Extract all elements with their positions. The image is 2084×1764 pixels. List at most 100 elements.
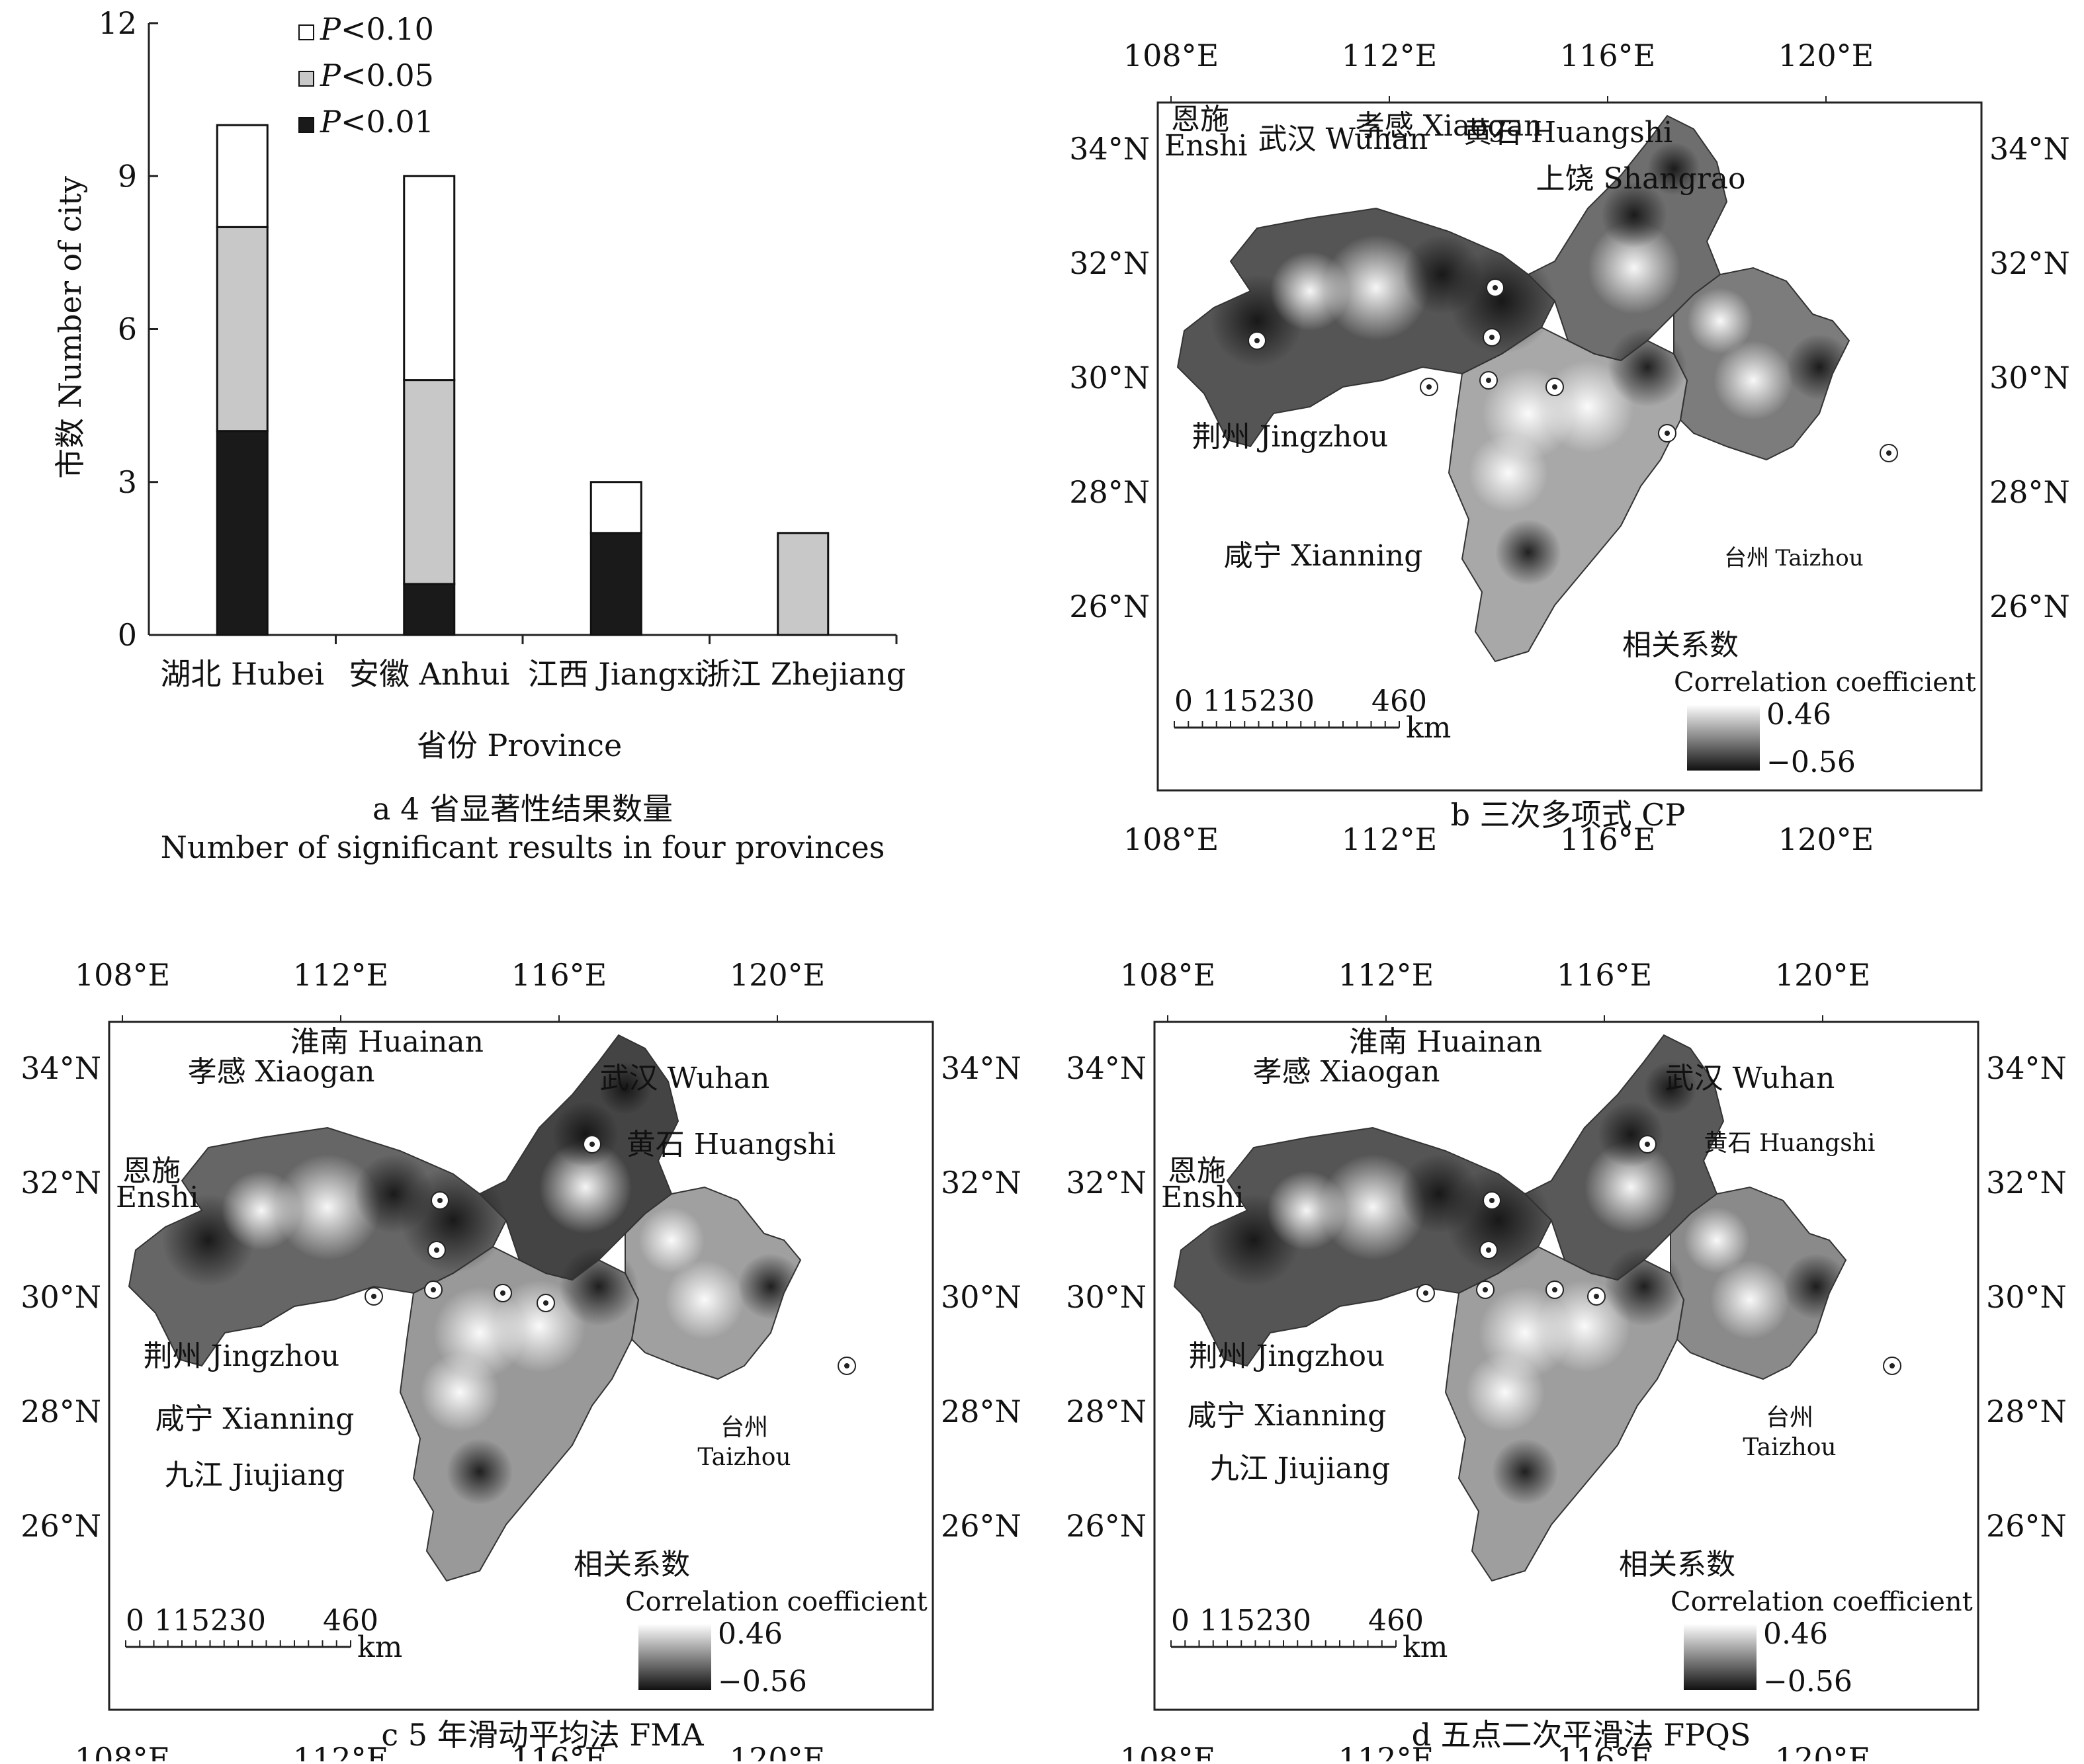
legend-swatch: [298, 71, 314, 87]
city-marker: [1880, 444, 1898, 462]
bar-segment: [403, 175, 456, 382]
city-label: 武汉 Wuhan: [1258, 122, 1428, 156]
colorbar: [1684, 1624, 1757, 1690]
province-border: [399, 1245, 640, 1582]
panel-c-caption: c 5 年滑动平均法 FMA: [381, 1717, 704, 1753]
lat-tick-label-right: 26°N: [941, 1508, 1021, 1544]
legend-title: 相关系数: [1619, 1548, 1735, 1581]
lon-tick-label-top: 108°E: [75, 957, 170, 993]
legend-max: 0.46: [718, 1617, 783, 1651]
legend-title: 相关系数: [1622, 628, 1739, 662]
city-label: Enshi: [1164, 129, 1247, 163]
heat-blob: [665, 1260, 744, 1339]
lon-tick-label-bottom: 108°E: [1123, 821, 1219, 857]
province-border: [1673, 267, 1850, 461]
heat-blobs: [1207, 1062, 1846, 1505]
scale-label: 115: [1203, 685, 1258, 718]
heat-blob: [1541, 360, 1634, 453]
lon-tick-label-bottom: 120°E: [1778, 821, 1874, 857]
lon-tick-label-top: 108°E: [1120, 957, 1215, 993]
lon-tick-label-top: 116°E: [1557, 957, 1652, 993]
x-tick-label: 浙江 Zhejiang: [700, 656, 906, 692]
city-label: 武汉 Wuhan: [600, 1062, 770, 1095]
heat-blobs: [162, 1062, 801, 1505]
scale-label: 230: [1256, 1604, 1311, 1638]
lat-tick-label-left: 28°N: [1066, 1394, 1147, 1429]
city-label: 荆州 Jingzhou: [144, 1339, 340, 1373]
panel-d-caption: d 五点二次平滑法 FPQS: [1411, 1717, 1751, 1753]
province-border: [1448, 326, 1688, 663]
bar-segment: [216, 124, 269, 228]
city-label: 孝感 Xiaogan: [188, 1055, 375, 1089]
legend-title: 相关系数: [574, 1548, 690, 1581]
city-label: 荆州 Jingzhou: [1192, 420, 1389, 454]
lon-tick-label-bottom: 112°E: [1342, 821, 1437, 857]
city-marker: [1479, 371, 1498, 390]
lon-tick-label-bottom: 108°E: [75, 1741, 170, 1761]
y-tick-label: 0: [118, 617, 137, 653]
lat-tick-label-left: 26°N: [21, 1508, 101, 1544]
city-marker: [424, 1281, 443, 1299]
city-marker: [1479, 1241, 1498, 1259]
heat-blob: [599, 1062, 652, 1114]
city-label: 孝感 Xiaogan: [1356, 109, 1543, 143]
lat-tick-label-left: 28°N: [21, 1394, 101, 1429]
city-marker: [1420, 378, 1438, 396]
panel-b-caption: b 三次多项式 CP: [1450, 797, 1686, 833]
legend-entry: P<0.05: [298, 58, 434, 93]
lat-tick-label-right: 30°N: [1986, 1279, 2067, 1315]
lat-tick-label-right: 26°N: [1989, 589, 2070, 624]
scale-label: 230: [210, 1604, 266, 1638]
heat-blob: [420, 1353, 499, 1432]
lon-tick-label-top: 108°E: [1123, 38, 1219, 73]
city-label: 淮南 Huainan: [290, 1025, 484, 1059]
y-tick-label: 6: [118, 312, 137, 347]
city-label: 台州: [1724, 545, 1769, 571]
city-label: 黄石 Huangshi: [627, 1128, 836, 1161]
lat-tick-label-right: 30°N: [941, 1279, 1021, 1315]
city-label: 恩施: [122, 1154, 181, 1188]
legend-title-en: Correlation coefficient: [1671, 1587, 1973, 1617]
lon-tick-label-bottom: 116°E: [1557, 1741, 1652, 1761]
heat-blob: [1598, 1101, 1664, 1167]
scale-unit: km: [1406, 711, 1451, 745]
scale-label: 460: [1371, 685, 1427, 718]
lat-tick-label-right: 34°N: [1986, 1050, 2067, 1086]
lat-tick-label-right: 34°N: [1989, 131, 2070, 167]
heat-blob: [1604, 1247, 1684, 1326]
x-tick-label: 湖北 Hubei: [160, 656, 324, 692]
city-marker: [1416, 1284, 1435, 1302]
colorbar: [638, 1624, 711, 1690]
panel-a-caption: a 4 省显著性结果数量 Number of significant resul…: [99, 790, 946, 866]
city-label: 恩施: [1171, 103, 1229, 136]
city-label: Taizhou: [1743, 1434, 1836, 1461]
lat-tick-label-left: 32°N: [21, 1165, 101, 1200]
heat-blob: [1495, 519, 1561, 585]
panel-d-map: 108°E 108°E 112°E 112°E 116°E 116°E 120°E 120°E…: [1066, 957, 2067, 1764]
heat-blob: [552, 1101, 619, 1167]
heat-blob: [1714, 341, 1793, 420]
heat-blob: [1538, 1280, 1631, 1372]
heat-blob: [1647, 142, 1700, 195]
lat-tick-label-right: 26°N: [1986, 1508, 2067, 1544]
heat-blob: [1601, 182, 1667, 248]
legend-min: −0.56: [718, 1665, 807, 1699]
bar-segment: [589, 481, 642, 534]
heat-blob: [1710, 1260, 1790, 1339]
y-tick-label: 3: [118, 464, 137, 500]
x-tick-label: 安徽 Anhui: [349, 656, 509, 692]
legend-title-en: Correlation coefficient: [625, 1587, 928, 1617]
lon-tick-label-bottom: 116°E: [1560, 821, 1655, 857]
city-label: 上饶 Shangrao: [1536, 162, 1746, 196]
lon-tick-label-top: 116°E: [1560, 38, 1655, 73]
lon-tick-label-top: 120°E: [1775, 957, 1870, 993]
city-marker: [583, 1135, 601, 1154]
scale-label: 115: [1199, 1604, 1255, 1638]
heat-blob: [1588, 222, 1680, 314]
lat-tick-label-right: 32°N: [1986, 1165, 2067, 1200]
lat-tick-label-right: 34°N: [941, 1050, 1021, 1086]
